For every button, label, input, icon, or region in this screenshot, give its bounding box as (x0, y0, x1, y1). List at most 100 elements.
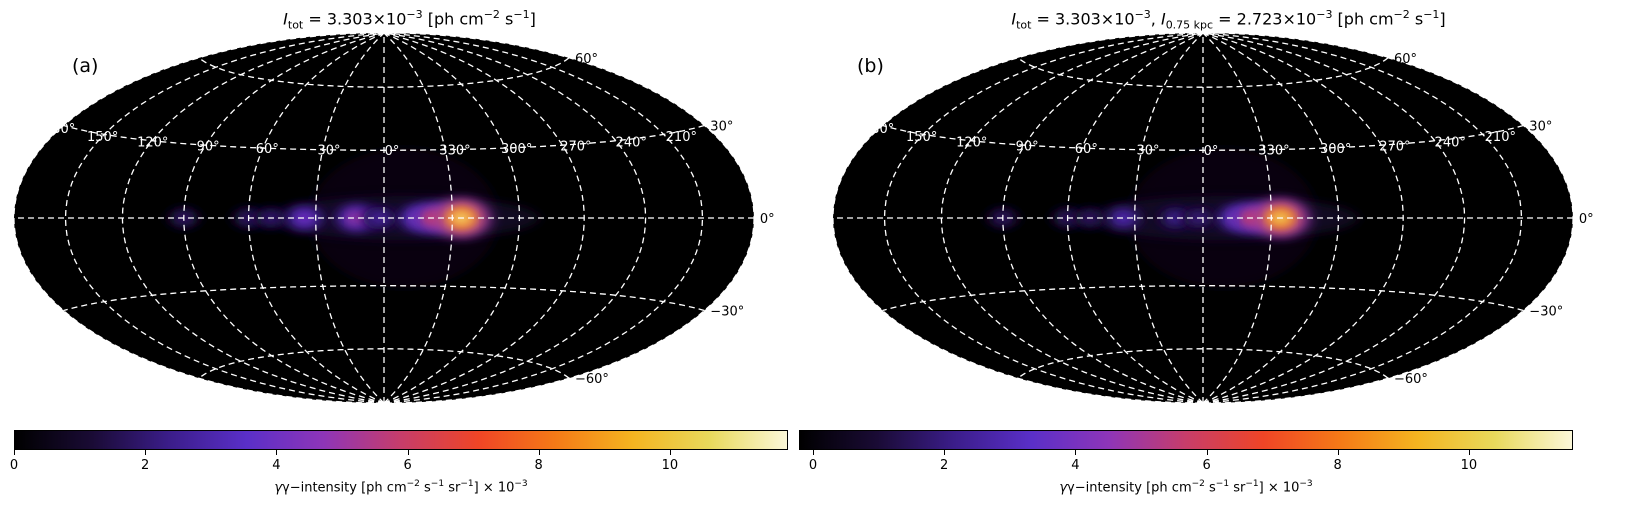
colorbar-tick (1337, 450, 1339, 455)
colorbar-tick (813, 450, 814, 455)
title-value: = 3.303×10 (1031, 9, 1135, 29)
meridian-line (1202, 32, 1523, 404)
latitude-label: 60° (575, 52, 598, 67)
colorbar (14, 430, 788, 450)
title-units: ] (529, 9, 536, 29)
parallel-line (882, 124, 1524, 151)
graticule (833, 32, 1573, 404)
colorbar-tick-label: 6 (403, 458, 412, 473)
longitude-label: 240° (1435, 136, 1466, 151)
title-symbol: I (283, 9, 288, 29)
longitude-label: 180° (863, 122, 894, 137)
longitude-label: 180° (44, 122, 75, 137)
meridian-line (315, 32, 385, 404)
colorbar-tick-label: 2 (940, 458, 949, 473)
panel-letter: (b) (857, 55, 884, 77)
colorbar-tick-label: 2 (141, 458, 150, 473)
emission-core (350, 213, 363, 223)
longitude-label: 300° (1320, 142, 1351, 157)
parallel-line (1017, 348, 1389, 379)
title-units-exp: −1 (1423, 8, 1440, 21)
longitude-label: 120° (137, 136, 168, 151)
cbar-label-exp: −1 (430, 479, 445, 489)
latitude-label: −60° (1394, 372, 1428, 387)
longitude-label: 330° (1258, 144, 1289, 159)
longitude-label: 240° (616, 136, 647, 151)
title-units: [ph cm (422, 9, 484, 29)
cbar-label-text: s (419, 480, 431, 496)
panel-title: Itot = 3.303×10−3, I0.75 kpc = 2.723×10−… (819, 8, 1638, 32)
parallel-line (198, 57, 570, 88)
title-units: s (1409, 9, 1424, 29)
colorbar-tick (538, 450, 540, 455)
longitude-label: 210° (666, 130, 697, 145)
latitude-label: 30° (710, 120, 733, 135)
cbar-label-text: ] × 10 (1258, 480, 1300, 496)
longitude-label: 30° (1137, 144, 1160, 159)
meridian-line (1134, 32, 1204, 404)
cbar-label-text: sr (1229, 480, 1246, 496)
emission-core (1170, 214, 1181, 222)
title-units: [ph cm (1332, 9, 1394, 29)
cbar-label-exp: −2 (1191, 479, 1205, 489)
cbar-label-text: γ−intensity [ph cm (1067, 480, 1192, 496)
longitude-label: 270° (560, 140, 591, 155)
title-units-exp: −2 (483, 8, 500, 21)
panel-title: Itot = 3.303×10−3 [ph cm−2 s−1] (0, 8, 819, 32)
title-units-exp: −1 (513, 8, 530, 21)
parallel-line (63, 124, 705, 151)
colorbar-tick (14, 450, 15, 455)
parallel-line (882, 285, 1524, 312)
emission-core (1118, 214, 1129, 222)
title-exponent: −3 (1316, 8, 1333, 21)
longitude-label: 300° (501, 142, 532, 157)
colorbar-tick-label: 10 (1460, 458, 1478, 473)
latitude-label: 0° (1579, 212, 1594, 227)
meridian-line (64, 32, 385, 404)
parallel-line (198, 348, 570, 379)
sky-map: 180° 150° 120° 90° 60° 30° 0° 330° 300° 270° 240° 2… (13, 32, 775, 404)
title-units: s (499, 9, 514, 29)
colorbar-tick-label: 8 (1333, 458, 1342, 473)
meridian-line (1202, 32, 1404, 404)
cbar-label-exp: −3 (1299, 479, 1313, 489)
title-exponent: −3 (406, 8, 423, 21)
sky-map: 180° 150° 120° 90° 60° 30° 0° 330° 300° 270° 240° 2… (832, 32, 1594, 404)
title-value: = 2.723×10 (1213, 9, 1317, 29)
colorbar-tick-label: 6 (1202, 458, 1211, 473)
longitude-label: 120° (956, 136, 987, 151)
longitude-label: 150° (87, 130, 118, 145)
longitude-label: 210° (1485, 130, 1516, 145)
colorbar-tick-label: 4 (272, 458, 281, 473)
panel-b: Itot = 3.303×10−3, I0.75 kpc = 2.723×10−… (799, 0, 1638, 512)
cbar-label-exp: −1 (1245, 479, 1259, 489)
colorbar-tick (669, 450, 671, 455)
longitude-label: 60° (256, 142, 279, 157)
colorbar-tick (276, 450, 278, 455)
latitude-label: −60° (575, 372, 609, 387)
cbar-label-exp: −2 (406, 479, 420, 489)
cbar-label-text: sr (444, 480, 461, 496)
title-separator: , (1150, 9, 1161, 29)
latitude-label: −30° (710, 304, 744, 319)
colorbar-tick (145, 450, 147, 455)
latitude-label: 0° (760, 212, 775, 227)
latitude-label: 30° (1529, 120, 1552, 135)
cbar-label-exp: −1 (460, 479, 474, 489)
colorbar-tick (1206, 450, 1208, 455)
longitude-label: 90° (197, 140, 220, 155)
panel-a: Itot = 3.303×10−3 [ph cm−2 s−1] 180° 150°… (0, 8, 819, 496)
longitude-label: 90° (1016, 140, 1039, 155)
cbar-label-exp: −1 (1215, 479, 1230, 489)
panel-letter: (a) (72, 55, 99, 77)
longitude-label: 330° (439, 144, 470, 159)
meridian-line (383, 32, 585, 404)
latitude-label: −30° (1529, 304, 1563, 319)
parallel-line (63, 285, 705, 312)
title-symbol: I (1011, 9, 1017, 29)
colorbar-tick-label: 0 (808, 458, 818, 473)
sky-outline (13, 32, 755, 404)
title-subscript: 0.75 kpc (1165, 18, 1214, 32)
longitude-label: 0° (385, 144, 400, 159)
colorbar-label: γγ−intensity [ph cm−2 s−1 sr−1] × 10−3 (274, 479, 528, 496)
